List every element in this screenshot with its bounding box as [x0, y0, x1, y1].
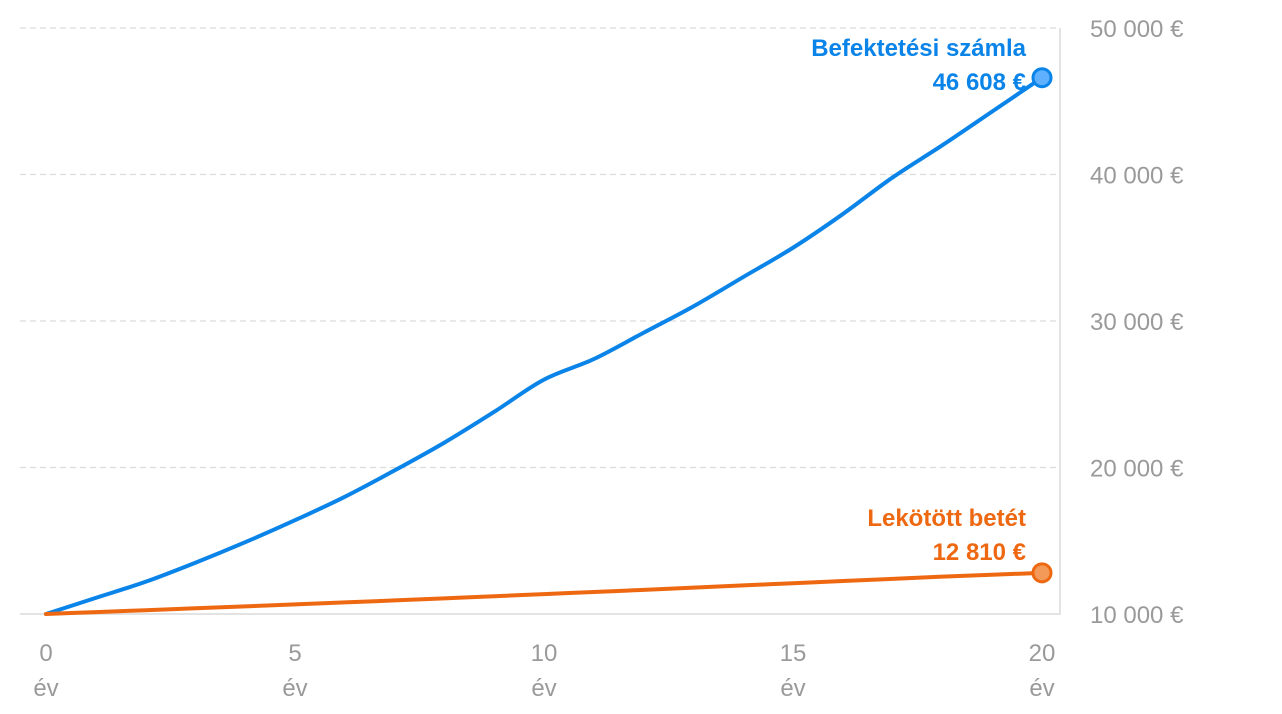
series-name-label: Befektetési számla — [811, 35, 1026, 62]
x-tick-unit: év — [780, 675, 805, 702]
x-tick-label: 15 — [780, 640, 807, 667]
y-tick-label: 40 000 € — [1090, 163, 1184, 190]
grid-lines — [20, 27, 1060, 469]
x-tick-label: 5 — [288, 640, 301, 667]
y-tick-label: 20 000 € — [1090, 456, 1184, 483]
y-tick-label: 10 000 € — [1090, 602, 1184, 629]
x-tick-unit: év — [531, 675, 556, 702]
y-tick-label: 30 000 € — [1090, 309, 1184, 336]
y-tick-labels: 10 000 € 20 000 € 30 000 € 40 000 € 50 000 € — [1090, 16, 1184, 629]
x-tick-label: 10 — [531, 640, 558, 667]
x-tick-unit: év — [1029, 675, 1054, 702]
series-end-point — [1031, 562, 1053, 584]
series-end-point — [1031, 67, 1053, 89]
series-lines — [44, 67, 1053, 616]
series-value-label: 12 810 € — [933, 539, 1026, 566]
series-name-label: Lekötött betét — [867, 505, 1026, 532]
x-tick-unit: év — [282, 675, 307, 702]
x-tick-unit: év — [33, 675, 58, 702]
x-tick-label: 20 — [1029, 640, 1056, 667]
y-tick-label: 50 000 € — [1090, 16, 1184, 43]
x-tick-labels: 0 év 5 év 10 év 15 év 20 év — [33, 640, 1055, 702]
x-tick-label: 0 — [39, 640, 52, 667]
series-line — [44, 75, 1044, 616]
series-end-labels: Befektetési számla 46 608 € Lekötött betét… — [811, 35, 1026, 566]
series-value-label: 46 608 € — [933, 69, 1026, 96]
series-line — [44, 570, 1044, 616]
